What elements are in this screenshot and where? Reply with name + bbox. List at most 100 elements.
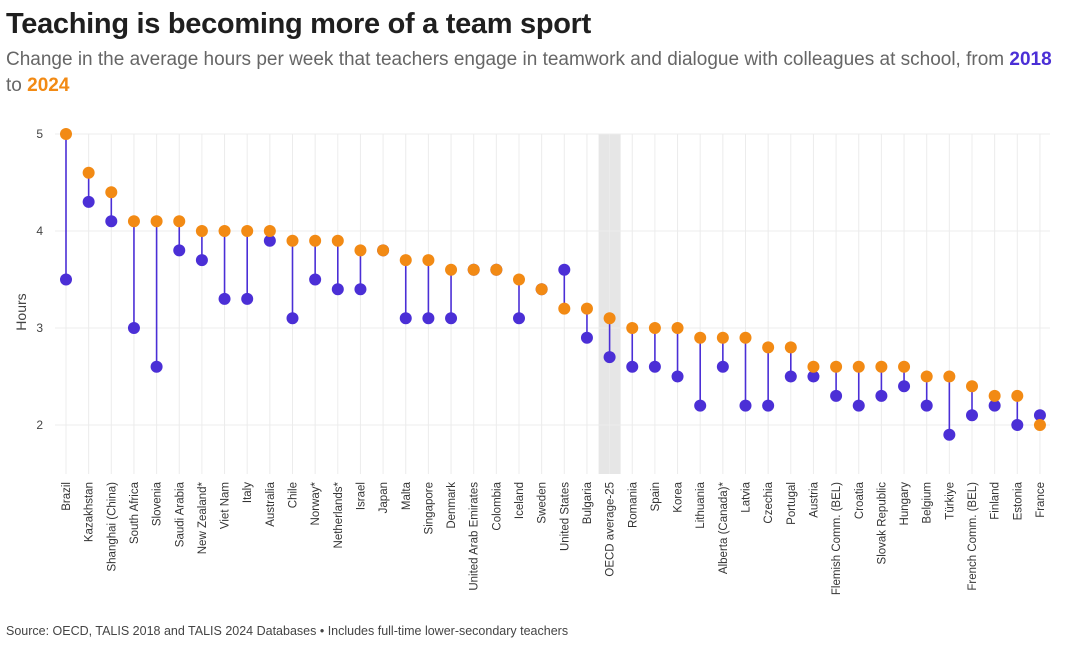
dot-2018 [943,428,956,441]
dot-2018 [648,360,661,373]
dot-2024 [399,254,412,267]
dot-2018 [580,331,593,344]
category-label: Flemish Comm. (BEL) [831,482,843,595]
dot-2024 [445,263,458,276]
category-label: Czechia [763,481,775,523]
category-label: Japan [378,482,390,513]
dot-2018 [671,370,684,383]
category-label: Austria [808,481,820,517]
dot-2018 [354,283,367,296]
category-label: Colombia [491,481,503,530]
dot-2024 [558,302,571,315]
dot-2018 [173,244,186,257]
dot-2018 [988,399,1001,412]
dot-2018 [422,312,435,325]
category-label: Hungary [899,482,911,526]
category-label: Shanghai (China) [106,482,118,572]
dot-2018 [218,292,231,305]
dot-2024 [377,244,390,257]
dot-2024 [173,215,186,228]
dot-2018 [830,389,843,402]
dot-2024 [1033,419,1046,431]
dot-2018 [60,273,72,286]
dot-2018 [445,312,458,325]
category-label: Singapore [423,482,435,534]
category-label: Saudi Arabia [174,481,186,547]
chart-title: Teaching is becoming more of a team spor… [6,8,592,40]
dot-2024 [784,341,797,354]
dot-2018 [920,399,933,412]
dot-2024 [127,215,140,228]
dot-2018 [150,360,163,373]
dot-2024 [354,244,367,257]
dot-2018 [127,322,140,334]
category-label: Alberta (Canada)* [718,481,730,574]
category-label: Finland [990,482,1002,520]
dot-2018 [331,283,344,296]
dot-2018 [82,195,95,208]
dot-2024 [852,360,865,373]
dot-2024 [966,380,978,393]
y-tick-label: 2 [36,418,43,432]
dot-2018 [739,399,752,412]
category-label: Korea [673,481,685,512]
category-label: United States [559,482,571,551]
dot-2024 [920,370,933,383]
category-label: Netherlands* [333,481,345,548]
dot-2018 [807,370,820,383]
category-label: Brazil [61,482,73,511]
category-label: Türkiye [944,482,956,520]
category-label: Norway* [310,481,322,525]
category-label: Croatia [854,481,866,519]
dot-2018 [852,399,865,412]
category-label: South Africa [129,481,141,544]
dot-2024 [580,302,593,315]
category-label: Kazakhstan [84,482,96,542]
dot-2024 [694,331,707,344]
category-label: Sweden [537,482,549,524]
dot-2018 [716,360,729,373]
category-label: Latvia [741,481,753,512]
category-label: Estonia [1012,481,1024,520]
dot-2018 [513,312,525,325]
dot-2018 [558,263,571,276]
dot-2024 [671,322,684,334]
dot-2024 [331,234,344,247]
dot-2024 [626,322,639,334]
category-label: Slovenia [152,481,164,526]
dot-2018 [1033,409,1046,422]
dot-2024 [603,312,616,325]
category-label: Israel [355,482,367,510]
dot-2018 [966,409,978,422]
dot-2018 [898,380,911,393]
dot-2024 [309,234,322,247]
dot-2024 [943,370,956,383]
category-label: Australia [265,481,277,526]
dot-2018 [195,254,208,267]
dot-2024 [490,263,503,276]
dot-2024 [830,360,843,373]
category-label: United Arab Emirates [469,482,481,591]
dot-2018 [784,370,797,383]
dot-2024 [807,360,820,373]
y-tick-label: 5 [36,127,43,141]
dot-2024 [988,389,1001,402]
dot-2024 [1011,389,1024,402]
chart-subtitle: Change in the average hours per week tha… [6,47,1056,99]
dot-2024 [739,331,752,344]
dot-2024 [286,234,299,247]
dot-2018 [105,215,118,228]
dot-2024 [762,341,775,354]
dot-2018 [694,399,707,412]
y-tick-label: 4 [36,224,43,238]
subtitle-year-2018: 2018 [1009,49,1052,70]
category-label: Chile [288,482,300,508]
category-label: France [1035,482,1047,518]
dot-2018 [603,351,616,364]
category-label: OECD average-25 [605,482,617,577]
category-label: Bulgaria [582,481,594,524]
category-label: Romania [627,481,639,528]
dot-2024 [263,225,276,237]
dot-2018 [263,234,276,247]
category-label: Denmark [446,482,458,529]
